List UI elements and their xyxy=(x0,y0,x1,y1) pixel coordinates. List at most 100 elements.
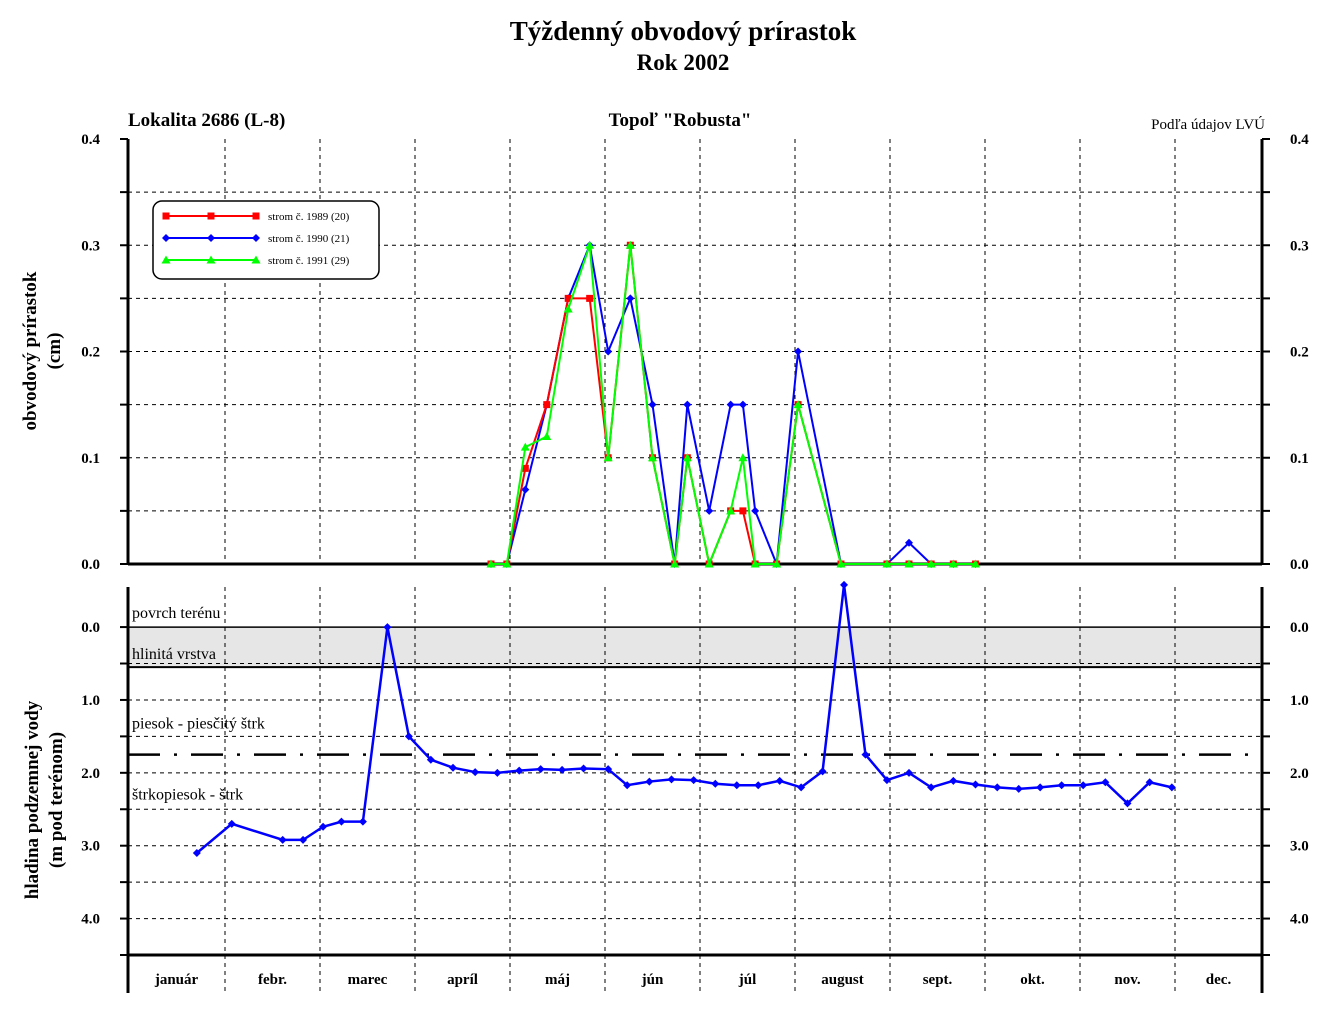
legend-label: strom č. 1991 (29) xyxy=(268,255,350,267)
data-point xyxy=(543,401,551,409)
data-point xyxy=(383,623,392,632)
legend-marker xyxy=(252,234,260,242)
data-point xyxy=(648,453,657,462)
month-label: nov. xyxy=(1114,972,1141,988)
data-point xyxy=(623,781,632,790)
data-point xyxy=(993,783,1002,792)
data-point xyxy=(818,767,827,776)
data-point xyxy=(358,817,367,826)
data-point xyxy=(840,580,849,589)
data-point xyxy=(667,775,676,784)
y-tick-label-left: 0.4 xyxy=(81,132,100,148)
data-point xyxy=(738,453,748,462)
data-point xyxy=(1014,784,1023,793)
surface-label: povrch terénu xyxy=(132,605,220,622)
data-point xyxy=(1145,778,1154,787)
data-point xyxy=(670,559,680,568)
y-tick-label-left: 0.0 xyxy=(81,620,100,636)
data-point xyxy=(426,755,435,764)
data-point xyxy=(603,453,613,462)
data-point xyxy=(793,400,803,409)
data-point xyxy=(1036,783,1045,792)
data-point xyxy=(751,506,760,515)
data-point xyxy=(794,347,803,356)
data-point xyxy=(905,538,913,547)
y-tick-label-right: 4.0 xyxy=(1290,912,1309,928)
data-point xyxy=(493,768,502,777)
y-tick-label-right: 0.0 xyxy=(1290,557,1309,573)
data-point xyxy=(645,777,654,786)
data-point xyxy=(927,783,936,792)
data-point xyxy=(971,559,980,568)
legend-marker xyxy=(206,255,216,264)
data-point xyxy=(564,294,572,302)
data-point xyxy=(738,400,747,409)
y-tick-label-left: 0.1 xyxy=(81,451,100,467)
location-label: Lokalita 2686 (L-8) xyxy=(128,110,285,131)
data-point xyxy=(904,559,914,568)
groundwater-line xyxy=(196,584,1173,854)
groundwater-series xyxy=(192,580,1176,857)
series-3 xyxy=(486,240,980,568)
data-point xyxy=(515,766,524,775)
data-point xyxy=(579,764,588,773)
legend-marker xyxy=(252,212,260,220)
month-label: sept. xyxy=(923,972,953,988)
y-tick-label-left: 0.3 xyxy=(81,238,100,254)
data-point xyxy=(563,304,573,313)
month-label: júl xyxy=(738,972,757,988)
data-point xyxy=(1079,781,1088,790)
data-point xyxy=(861,750,870,759)
top-y-axis-title: obvodový prírastok (cm) xyxy=(20,271,65,430)
y-tick-label-left: 4.0 xyxy=(81,912,100,928)
data-point xyxy=(926,559,936,568)
data-point xyxy=(192,848,201,857)
data-point xyxy=(971,780,980,789)
groundwater-panel: 0.0 0.0 1.0 1.0 2.0 2.0 3.0 3.0 4.0 4.0 povrch ter… xyxy=(81,580,1309,957)
data-point xyxy=(704,559,714,568)
data-point xyxy=(754,781,763,790)
legend-label: strom č. 1990 (21) xyxy=(268,233,350,245)
data-point xyxy=(797,783,806,792)
legend-marker xyxy=(162,212,170,220)
data-point xyxy=(905,768,913,777)
y-tick-label-left: 0.2 xyxy=(81,345,100,361)
y-tick-label-right: 0.2 xyxy=(1290,345,1309,361)
data-point xyxy=(227,819,236,828)
y-tick-label-right: 0.1 xyxy=(1290,451,1309,467)
data-point xyxy=(1167,783,1176,792)
data-point xyxy=(772,559,782,568)
data-point xyxy=(521,485,530,494)
data-point xyxy=(471,768,480,777)
chart-title: Týždenný obvodový prírastok xyxy=(510,16,857,46)
month-axis: január febr. marec apríl máj jún júl august sept… xyxy=(126,955,1264,993)
data-point xyxy=(711,779,720,788)
data-point xyxy=(299,835,308,844)
data-point xyxy=(882,776,891,785)
data-point xyxy=(775,776,784,785)
data-point xyxy=(739,507,747,515)
data-point xyxy=(536,765,545,774)
growth-panel: 0.0 0.0 0.1 0.1 0.2 0.2 0.3 0.3 0.4 0.4 xyxy=(81,132,1309,573)
data-point xyxy=(1057,781,1066,790)
y-tick-label-left: 0.0 xyxy=(81,557,100,573)
data-point xyxy=(542,432,552,440)
data-point xyxy=(750,559,760,568)
data-point xyxy=(502,559,512,568)
data-point xyxy=(689,776,698,785)
legend-marker xyxy=(207,212,215,220)
month-label: apríl xyxy=(447,972,478,988)
data-point xyxy=(732,781,741,790)
legend-marker xyxy=(251,255,261,264)
data-point xyxy=(683,400,692,409)
data-point xyxy=(726,506,736,515)
data-point xyxy=(319,822,328,831)
gravel-layer-label: štrkopiesok - štrk xyxy=(132,787,243,804)
month-label: máj xyxy=(545,972,570,988)
y-tick-label-right: 0.4 xyxy=(1290,132,1309,148)
month-label: dec. xyxy=(1206,972,1232,988)
data-source-label: Podľa údajov LVÚ xyxy=(1151,116,1265,133)
data-point xyxy=(682,453,692,462)
month-label: febr. xyxy=(258,972,287,988)
legend-items: strom č. 1989 (20) strom č. 1990 (21) stro… xyxy=(161,211,350,267)
